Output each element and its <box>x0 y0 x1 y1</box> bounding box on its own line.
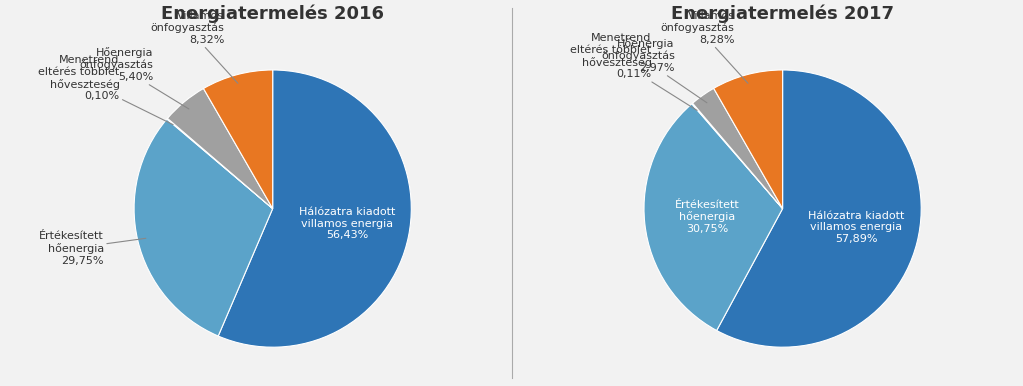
Text: Hőenergia
önfogyasztás
2,97%: Hőenergia önfogyasztás 2,97% <box>601 38 707 103</box>
Text: Villamos
önfogyasztás
8,28%: Villamos önfogyasztás 8,28% <box>661 11 748 83</box>
Text: Hálózatra kiadott
villamos energia
57,89%: Hálózatra kiadott villamos energia 57,89… <box>808 211 904 244</box>
Text: Menetrend
eltérés többlet
hőveszteség
0,10%: Menetrend eltérés többlet hőveszteség 0,… <box>39 55 173 125</box>
Text: Értékesített
hőenergia
30,75%: Értékesített hőenergia 30,75% <box>674 200 740 234</box>
Wedge shape <box>168 88 273 208</box>
Wedge shape <box>134 119 273 336</box>
Text: Értékesített
hőenergia
29,75%: Értékesített hőenergia 29,75% <box>39 231 146 266</box>
Wedge shape <box>714 70 783 208</box>
Text: Hőenergia
önfogyasztás
5,40%: Hőenergia önfogyasztás 5,40% <box>80 47 189 109</box>
Title: Energiatermelés 2017: Energiatermelés 2017 <box>671 4 894 23</box>
Text: Villamos
önfogyasztás
8,32%: Villamos önfogyasztás 8,32% <box>150 11 238 83</box>
Title: Energiatermelés 2016: Energiatermelés 2016 <box>162 4 385 23</box>
Wedge shape <box>167 119 273 208</box>
Text: Menetrend
eltérés többlet
hőveszteség
0,11%: Menetrend eltérés többlet hőveszteség 0,… <box>570 33 697 110</box>
Wedge shape <box>644 104 783 330</box>
Wedge shape <box>693 88 783 208</box>
Wedge shape <box>204 70 273 208</box>
Wedge shape <box>717 70 921 347</box>
Wedge shape <box>218 70 411 347</box>
Text: Hálózatra kiadott
villamos energia
56,43%: Hálózatra kiadott villamos energia 56,43… <box>299 207 396 240</box>
Wedge shape <box>692 103 783 208</box>
